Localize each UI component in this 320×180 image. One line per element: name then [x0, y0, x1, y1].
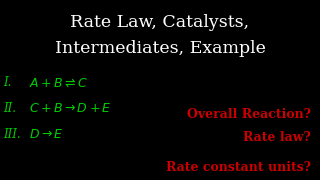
Text: I.: I.	[3, 76, 12, 89]
Text: Intermediates, Example: Intermediates, Example	[55, 40, 265, 57]
Text: Rate constant units?: Rate constant units?	[165, 161, 310, 174]
Text: Rate law?: Rate law?	[243, 131, 310, 144]
Text: $C + B \rightarrow D + E$: $C + B \rightarrow D + E$	[29, 102, 112, 114]
Text: Overall Reaction?: Overall Reaction?	[187, 108, 310, 121]
Text: Rate Law, Catalysts,: Rate Law, Catalysts,	[70, 14, 250, 31]
Text: $D \rightarrow E$: $D \rightarrow E$	[29, 128, 64, 141]
Text: II.: II.	[3, 102, 16, 114]
Text: III.: III.	[3, 128, 21, 141]
Text: $A + B \rightleftharpoons C$: $A + B \rightleftharpoons C$	[29, 76, 88, 89]
